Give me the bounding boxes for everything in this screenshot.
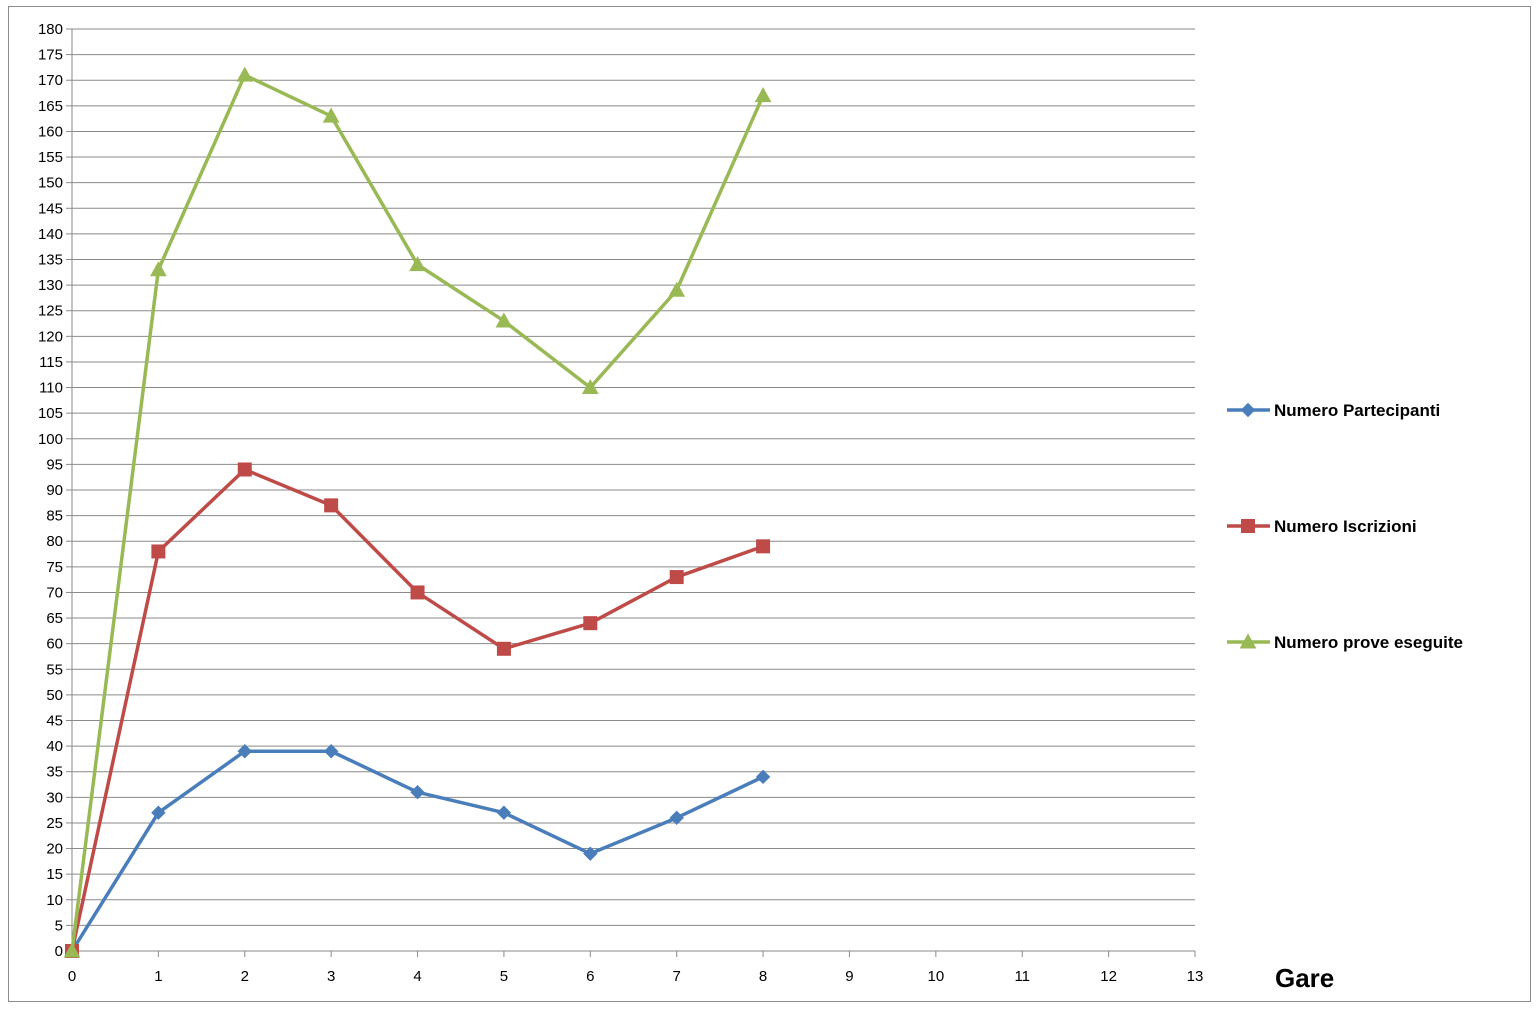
x-tick-label: 7: [673, 968, 681, 985]
data-point: [323, 744, 339, 759]
chart-frame: [8, 6, 1531, 1002]
data-point: [409, 256, 426, 272]
data-point: [581, 379, 599, 395]
x-tick-label: 4: [413, 968, 421, 985]
data-point: [668, 281, 686, 297]
y-tick-label: 10: [46, 892, 63, 909]
y-tick-label: 5: [55, 917, 63, 934]
data-point: [150, 261, 167, 277]
data-point: [322, 107, 340, 123]
y-tick-label: 180: [38, 21, 63, 38]
y-tick-label: 60: [46, 636, 63, 653]
y-tick-label: 95: [46, 456, 63, 473]
x-tick-label: 9: [845, 968, 853, 985]
legend-marker: [1241, 519, 1255, 533]
y-tick-label: 25: [46, 815, 63, 832]
data-point: [324, 498, 339, 513]
series-line: [70, 749, 764, 952]
x-tick-label: 5: [500, 968, 508, 985]
y-tick-label: 165: [38, 98, 63, 115]
y-tick-label: 170: [38, 72, 63, 89]
y-tick-label: 15: [46, 866, 63, 883]
x-tick-label: 6: [586, 968, 594, 985]
data-point: [754, 87, 772, 103]
y-tick-label: 125: [38, 303, 63, 320]
y-tick-label: 75: [46, 559, 63, 576]
series-1: [64, 744, 771, 959]
legend-item-3: Numero prove eseguite: [1227, 633, 1463, 652]
legend-item-2: Numero Iscrizioni: [1227, 517, 1417, 536]
x-tick-label: 12: [1100, 968, 1117, 985]
legend-label: Numero Partecipanti: [1274, 401, 1440, 420]
data-point: [496, 641, 511, 656]
data-point: [237, 744, 252, 759]
data-point: [669, 570, 684, 585]
y-tick-label: 110: [39, 380, 63, 397]
y-tick-label: 135: [38, 252, 63, 269]
y-tick-label: 100: [38, 431, 63, 448]
gridlines: [72, 28, 1195, 926]
x-tick-label: 10: [928, 968, 945, 985]
y-tick-label: 0: [55, 943, 63, 960]
y-tick-label: 45: [46, 713, 63, 730]
data-point: [151, 544, 166, 559]
data-point: [63, 942, 81, 958]
legend-marker: [1240, 402, 1256, 418]
y-tick-label: 20: [46, 841, 63, 858]
y-tick-label: 155: [38, 149, 63, 166]
y-tick-label: 50: [46, 687, 63, 704]
x-tick-label: 11: [1014, 968, 1030, 985]
data-point: [755, 769, 771, 785]
y-tick-label: 70: [46, 584, 63, 601]
data-point: [756, 539, 771, 554]
data-point: [669, 810, 684, 826]
series-lines: [63, 66, 772, 959]
x-tick-label: 3: [327, 968, 335, 985]
legend-item-1: Numero Partecipanti: [1227, 401, 1440, 420]
x-tick-label: 13: [1187, 968, 1204, 985]
y-tick-label: 85: [46, 508, 63, 525]
data-point: [495, 312, 513, 328]
y-tick-label: 90: [46, 482, 63, 499]
series-line: [70, 467, 764, 952]
y-tick-label: 160: [38, 123, 63, 140]
data-point: [410, 785, 425, 800]
y-tick-label: 55: [46, 661, 63, 678]
y-tick-label: 35: [46, 764, 63, 781]
x-tick-label: 0: [68, 968, 76, 985]
y-tick-label: 40: [46, 738, 63, 755]
legend-label: Numero prove eseguite: [1274, 633, 1463, 652]
y-tick-label: 115: [39, 354, 63, 371]
y-tick-label: 175: [38, 47, 63, 64]
data-point: [410, 585, 425, 600]
axes: 0510152025303540455055606570758085909510…: [38, 21, 1203, 985]
y-tick-label: 80: [46, 533, 63, 550]
y-tick-label: 65: [46, 610, 63, 627]
data-point: [237, 462, 252, 477]
y-tick-label: 145: [38, 200, 63, 217]
y-tick-label: 120: [38, 328, 63, 345]
data-point: [583, 616, 598, 631]
x-tick-label: 8: [759, 968, 767, 985]
series-line: [70, 73, 765, 952]
series-3: [63, 66, 772, 958]
legend-label: Numero Iscrizioni: [1274, 517, 1417, 536]
data-point: [583, 846, 598, 861]
data-point: [496, 805, 512, 820]
legend: Numero Partecipanti Numero Iscrizioni Nume…: [1227, 401, 1463, 652]
data-point: [151, 805, 166, 820]
x-tick-label: 1: [154, 968, 162, 985]
y-tick-label: 105: [38, 405, 63, 422]
y-tick-label: 150: [38, 175, 63, 192]
series-2: [65, 462, 771, 958]
y-tick-label: 140: [38, 226, 63, 243]
y-tick-label: 130: [38, 277, 63, 294]
legend-marker: [1239, 633, 1257, 649]
y-tick-label: 30: [46, 789, 63, 806]
x-axis-label: Gare: [1275, 963, 1334, 993]
x-tick-label: 2: [241, 968, 249, 985]
data-point: [236, 66, 254, 82]
